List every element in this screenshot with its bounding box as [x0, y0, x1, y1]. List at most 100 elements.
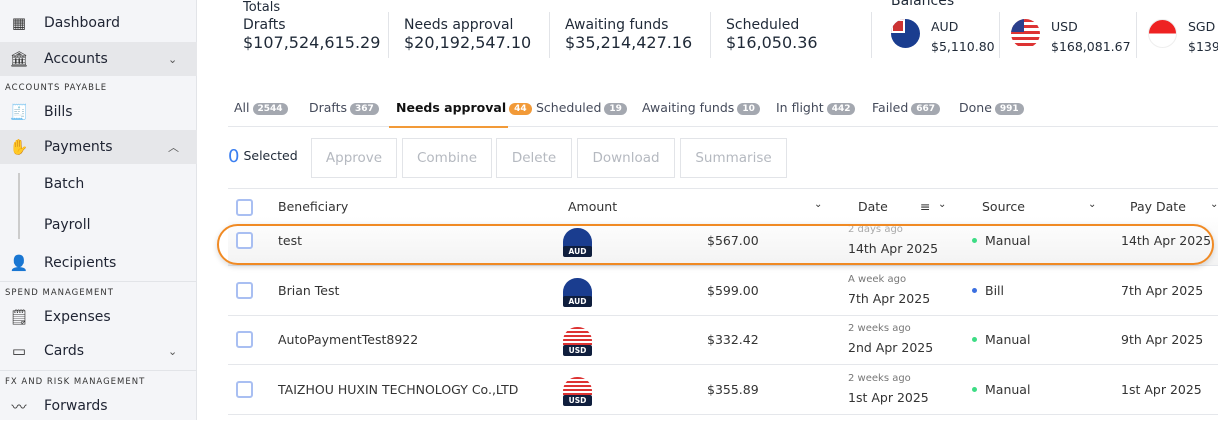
main-content: Totals Drafts $107,524,615.29 Needs appro…	[198, 0, 1218, 420]
total-needs-approval: Needs approval $20,192,547.10	[404, 17, 531, 51]
nav-payroll[interactable]: Payroll	[44, 217, 91, 233]
tab-done[interactable]: Done 991	[959, 100, 1024, 115]
column-source[interactable]: Source	[982, 199, 1025, 214]
beneficiary-name[interactable]: AutoPaymentTest8922	[278, 332, 419, 347]
section-fx-risk: FX AND RISK MANAGEMENT	[5, 377, 146, 387]
tab-failed[interactable]: Failed 667	[872, 100, 941, 115]
tab-in-flight[interactable]: In flight 442	[776, 100, 856, 115]
balance-sgd: SGD $139	[1188, 17, 1218, 57]
totals-title: Totals	[243, 0, 281, 15]
nav-accounts[interactable]: 🏛 Accounts ⌄	[0, 42, 197, 76]
table-row[interactable]: Brian Test AUD $599.00 A week ago 7th Ap…	[228, 266, 1218, 316]
chevron-up-icon: ︿	[168, 141, 179, 154]
tab-label: Drafts	[309, 100, 348, 115]
source-dot-icon	[972, 238, 977, 243]
count-badge: 367	[350, 103, 379, 115]
summarise-button[interactable]: Summarise	[680, 138, 787, 178]
count-badge: 442	[826, 103, 856, 115]
tab-awaiting-funds[interactable]: Awaiting funds 10	[642, 100, 760, 115]
download-button[interactable]: Download	[577, 138, 675, 178]
date: 14th Apr 2025	[848, 241, 939, 256]
row-checkbox[interactable]	[236, 281, 253, 299]
usd-flag-icon	[1011, 19, 1040, 48]
nav-expenses[interactable]: 🗒 Expenses	[9, 308, 111, 326]
chevron-down-icon[interactable]: ⌄	[1088, 199, 1097, 210]
sidebar: ▦ Dashboard 🏛 Accounts ⌄ ACCOUNTS PAYABLE 🧾…	[0, 0, 197, 420]
chevron-down-icon[interactable]: ⌄	[938, 199, 947, 210]
source: Manual	[985, 381, 1031, 397]
balance-value: $168,081.67	[1051, 39, 1131, 54]
beneficiary-name[interactable]: TAIZHOU HUXIN TECHNOLOGY Co.,LTD	[278, 381, 519, 397]
beneficiary-name[interactable]: Brian Test	[278, 282, 340, 298]
table-row[interactable]: AutoPaymentTest8922 USD $332.42 2 weeks …	[228, 315, 1218, 365]
nav-batch[interactable]: Batch	[44, 176, 85, 192]
column-pay-date[interactable]: Pay Date	[1130, 199, 1186, 214]
nav-forwards[interactable]: 〰 Forwards	[0, 389, 197, 423]
amount: $355.89	[707, 381, 759, 397]
tab-label: Needs approval	[396, 100, 507, 115]
count-badge: 10	[737, 103, 760, 115]
date: 1st Apr 2025	[848, 389, 929, 405]
source-dot-icon	[972, 337, 977, 342]
row-checkbox[interactable]	[236, 380, 253, 398]
nav-bills[interactable]: 🧾 Bills	[9, 103, 73, 121]
relative-date: 2 weeks ago	[848, 372, 911, 384]
chevron-down-icon[interactable]: ⌄	[814, 199, 823, 210]
balance-aud: AUD $5,110.80	[931, 17, 995, 57]
source: Bill	[985, 282, 1004, 298]
total-drafts: Drafts $107,524,615.29	[243, 17, 380, 51]
row-divider	[228, 413, 1218, 415]
amount: $567.00	[707, 233, 759, 248]
nav-cards[interactable]: ▭ Cards ⌄	[0, 334, 197, 368]
divider	[0, 370, 197, 371]
chevron-down-icon[interactable]: ⌄	[1210, 199, 1218, 210]
payment-icon: ✋	[9, 138, 29, 156]
approve-button[interactable]: Approve	[311, 138, 397, 178]
tab-all[interactable]: All 2544	[234, 100, 288, 115]
row-checkbox[interactable]	[236, 331, 253, 348]
date: 7th Apr 2025	[848, 290, 931, 306]
table-row[interactable]: TAIZHOU HUXIN TECHNOLOGY Co.,LTD USD $35…	[228, 365, 1218, 415]
total-label: Awaiting funds	[565, 17, 669, 33]
nav-dashboard[interactable]: ▦ Dashboard	[0, 6, 197, 40]
beneficiary-name[interactable]: test	[278, 233, 303, 248]
tab-needs-approval[interactable]: Needs approval 44	[396, 100, 532, 115]
bill-icon: 🧾	[9, 103, 29, 121]
divider	[999, 12, 1000, 58]
balance-currency: USD	[1051, 19, 1078, 34]
total-value: $20,192,547.10	[404, 33, 532, 52]
dashboard-grid-icon: ▦	[11, 14, 27, 32]
tab-label: All	[234, 100, 250, 115]
currency-flag-icon: USD	[563, 376, 592, 407]
column-date[interactable]: Date	[858, 199, 888, 214]
divider	[0, 281, 197, 282]
source-dot-icon	[972, 386, 977, 392]
source-dot-icon	[972, 287, 977, 293]
column-beneficiary[interactable]: Beneficiary	[278, 199, 349, 214]
total-value: $107,524,615.29	[243, 33, 381, 52]
select-all-checkbox[interactable]	[236, 199, 253, 216]
section-spend-management: SPEND MANAGEMENT	[5, 288, 114, 298]
tab-scheduled[interactable]: Scheduled 19	[536, 100, 627, 115]
currency-code: USD	[563, 345, 592, 356]
nav-payments[interactable]: ✋ Payments ︿	[0, 130, 197, 164]
column-amount[interactable]: Amount	[568, 199, 618, 214]
active-tab-underline	[389, 126, 508, 128]
total-label: Scheduled	[726, 17, 800, 33]
count-badge: 19	[604, 103, 627, 115]
tab-drafts[interactable]: Drafts 367	[309, 100, 379, 115]
status-tabs: All 2544 Drafts 367 Needs approval 44 Sched…	[228, 96, 1218, 127]
highlight-outline	[217, 224, 1214, 265]
row-divider	[228, 265, 1218, 266]
delete-button[interactable]: Delete	[496, 138, 572, 178]
relative-date: 2 days ago	[848, 224, 903, 235]
card-icon: ▭	[11, 342, 27, 360]
recipients-icon: 👤	[9, 254, 29, 272]
sort-icon[interactable]: ≡	[920, 199, 931, 214]
currency-flag-icon: USD	[563, 327, 592, 357]
relative-date: A week ago	[848, 273, 907, 285]
row-divider	[228, 314, 1218, 316]
nav-recipients[interactable]: 👤 Recipients	[9, 254, 117, 272]
pay-date: 7th Apr 2025	[1121, 282, 1204, 298]
combine-button[interactable]: Combine	[402, 138, 492, 178]
